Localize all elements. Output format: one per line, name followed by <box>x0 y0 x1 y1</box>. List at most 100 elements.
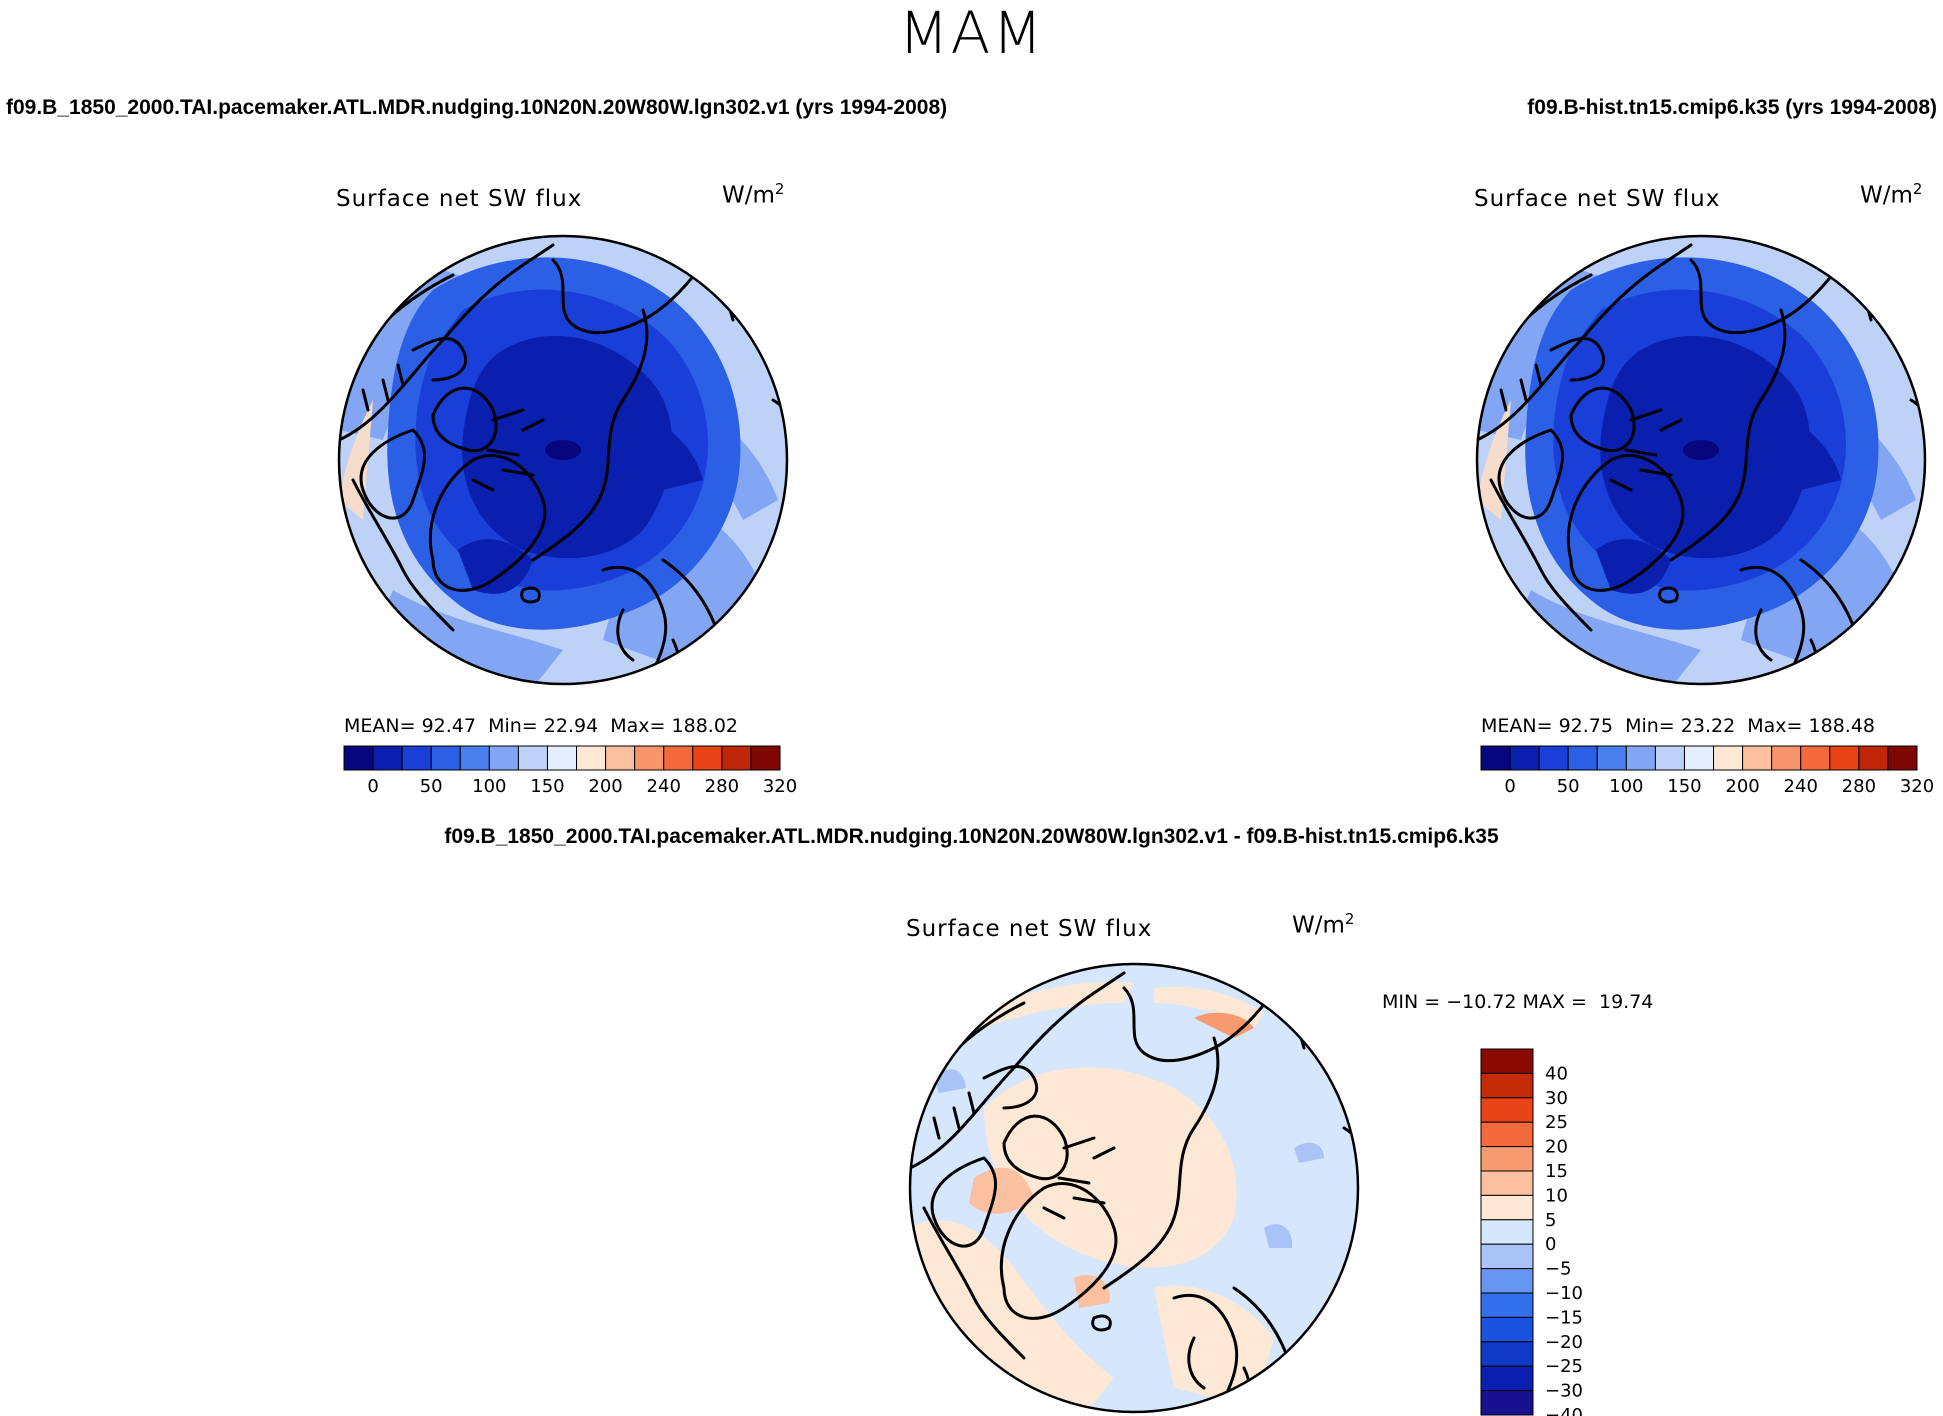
right-colorbar-tick-label: 200 <box>1725 776 1759 797</box>
right-colorbar-box <box>1596 745 1627 771</box>
diff-map-stats: MIN = −10.72 MAX = 19.74 <box>1382 991 1654 1013</box>
diff-map-units: W/m2 <box>1292 910 1355 939</box>
left-polar-map <box>339 236 787 684</box>
left-case-title: f09.B_1850_2000.TAI.pacemaker.ATL.MDR.nu… <box>6 96 948 119</box>
left-colorbar-box <box>634 745 665 771</box>
right-colorbar-tick-label: 100 <box>1609 776 1643 797</box>
left-colorbar-box <box>692 745 723 771</box>
left-map-stats: MEAN= 92.47 Min= 22.94 Max= 188.02 <box>344 715 738 737</box>
diff-colorbar-tick-label: 20 <box>1545 1137 1568 1158</box>
right-colorbar-box <box>1567 745 1598 771</box>
diff-colorbar-box <box>1480 1316 1534 1343</box>
left-colorbar-box <box>517 745 548 771</box>
right-colorbar-box <box>1713 745 1744 771</box>
right-mean-value: 92.75 <box>1558 715 1613 737</box>
right-colorbar-box <box>1829 745 1860 771</box>
diff-colorbar-box <box>1480 1268 1534 1294</box>
left-max-value: 188.02 <box>671 715 738 737</box>
season-title: MAM <box>898 0 1045 67</box>
diff-map-border <box>908 962 1360 1414</box>
left-colorbar-box <box>663 745 694 771</box>
left-colorbar-box <box>488 745 519 771</box>
diff-colorbar-box <box>1480 1097 1534 1123</box>
left-colorbar-box <box>546 745 578 771</box>
right-colorbar-box <box>1654 745 1685 771</box>
right-colorbar-tick-label: 0 <box>1504 776 1515 797</box>
diff-colorbar-tick-label: 25 <box>1545 1112 1568 1133</box>
left-colorbar-tick-label: 50 <box>420 776 443 797</box>
diff-colorbar-tick-label: 10 <box>1545 1185 1568 1206</box>
right-min-value: 23.22 <box>1680 715 1736 737</box>
diff-colorbar-box <box>1480 1365 1534 1392</box>
diff-colorbar-tick-label: 15 <box>1545 1161 1568 1182</box>
right-colorbar-tick-label: 150 <box>1667 776 1701 797</box>
diff-colorbar-tick-label: 5 <box>1545 1210 1556 1231</box>
right-colorbar-tick-label: 50 <box>1557 776 1580 797</box>
left-colorbar-box <box>605 745 636 771</box>
diff-colorbar-box <box>1480 1219 1534 1245</box>
diff-colorbar-box <box>1480 1194 1534 1221</box>
diff-colorbar-tick-label: −5 <box>1545 1259 1572 1280</box>
left-colorbar-box <box>401 745 432 771</box>
diff-colorbar-box <box>1480 1121 1534 1148</box>
left-colorbar-tick-label: 320 <box>763 776 797 797</box>
diff-colorbar-box <box>1480 1146 1534 1172</box>
diff-colorbar-box <box>1480 1048 1534 1074</box>
right-polar-map <box>1477 236 1925 684</box>
right-colorbar-box <box>1538 745 1569 771</box>
left-colorbar-box <box>576 745 607 771</box>
left-colorbar-tick-label: 100 <box>472 776 506 797</box>
left-colorbar-tick-label: 150 <box>530 776 564 797</box>
left-map-title: Surface net SW flux <box>336 186 583 212</box>
right-colorbar-box <box>1742 745 1773 771</box>
right-colorbar-box <box>1800 745 1831 771</box>
diff-polar-map <box>910 964 1358 1412</box>
left-colorbar-tick-label: 280 <box>705 776 739 797</box>
left-colorbar-box <box>750 745 781 771</box>
diff-map-title: Surface net SW flux <box>906 916 1153 942</box>
diff-colorbar-tick-label: −25 <box>1545 1356 1583 1377</box>
right-map-title: Surface net SW flux <box>1474 186 1721 212</box>
right-colorbar-box <box>1858 745 1889 771</box>
left-colorbar-tick-label: 240 <box>647 776 681 797</box>
diff-colorbar-box <box>1480 1292 1534 1318</box>
left-colorbar-box <box>459 745 490 771</box>
right-colorbar-box <box>1625 745 1656 771</box>
left-colorbar-box <box>372 745 403 771</box>
right-colorbar-box <box>1683 745 1715 771</box>
diff-colorbar-tick-label: 30 <box>1545 1088 1568 1109</box>
left-colorbar-box <box>721 745 752 771</box>
diff-colorbar-box <box>1480 1341 1534 1367</box>
left-mean-value: 92.47 <box>421 715 476 737</box>
diff-colorbar-box <box>1480 1243 1534 1270</box>
right-colorbar: 0 50 100 150 200 240 280 320 <box>1480 745 1934 797</box>
left-colorbar-box <box>343 745 374 771</box>
diff-colorbar-tick-label: −15 <box>1545 1307 1583 1328</box>
right-colorbar-box <box>1887 745 1918 771</box>
right-colorbar-tick-label: 280 <box>1842 776 1876 797</box>
diff-colorbar-box <box>1480 1072 1534 1099</box>
diff-colorbar-tick-label: −20 <box>1545 1332 1583 1353</box>
right-max-value: 188.48 <box>1808 715 1875 737</box>
diff-colorbar-tick-label: 40 <box>1545 1063 1568 1084</box>
diff-colorbar-tick-label: 0 <box>1545 1234 1556 1255</box>
diff-colorbar-box <box>1480 1390 1534 1416</box>
right-colorbar-tick-label: 240 <box>1784 776 1818 797</box>
right-map-border <box>1475 234 1927 686</box>
right-map-units: W/m2 <box>1860 180 1923 209</box>
diff-colorbar-tick-label: −40 <box>1545 1405 1583 1416</box>
right-case-title: f09.B-hist.tn15.cmip6.k35 (yrs 1994-2008… <box>1527 96 1937 119</box>
diff-colorbar-tick-label: −30 <box>1545 1381 1583 1402</box>
diff-colorbar-box <box>1480 1170 1534 1196</box>
left-colorbar-box <box>430 745 461 771</box>
left-map-border <box>337 234 789 686</box>
right-colorbar-tick-label: 320 <box>1900 776 1934 797</box>
right-colorbar-box <box>1480 745 1511 771</box>
left-colorbar-tick-label: 200 <box>588 776 622 797</box>
left-colorbar: 0 50 100 150 200 240 280 320 <box>343 745 797 797</box>
left-map-units: W/m2 <box>722 180 785 209</box>
right-colorbar-box <box>1771 745 1802 771</box>
left-min-value: 22.94 <box>543 715 599 737</box>
diff-colorbar: 40 30 25 20 15 10 5 0 −5 −10 −15 −20 −25 −30 −40 <box>1480 1048 1583 1416</box>
